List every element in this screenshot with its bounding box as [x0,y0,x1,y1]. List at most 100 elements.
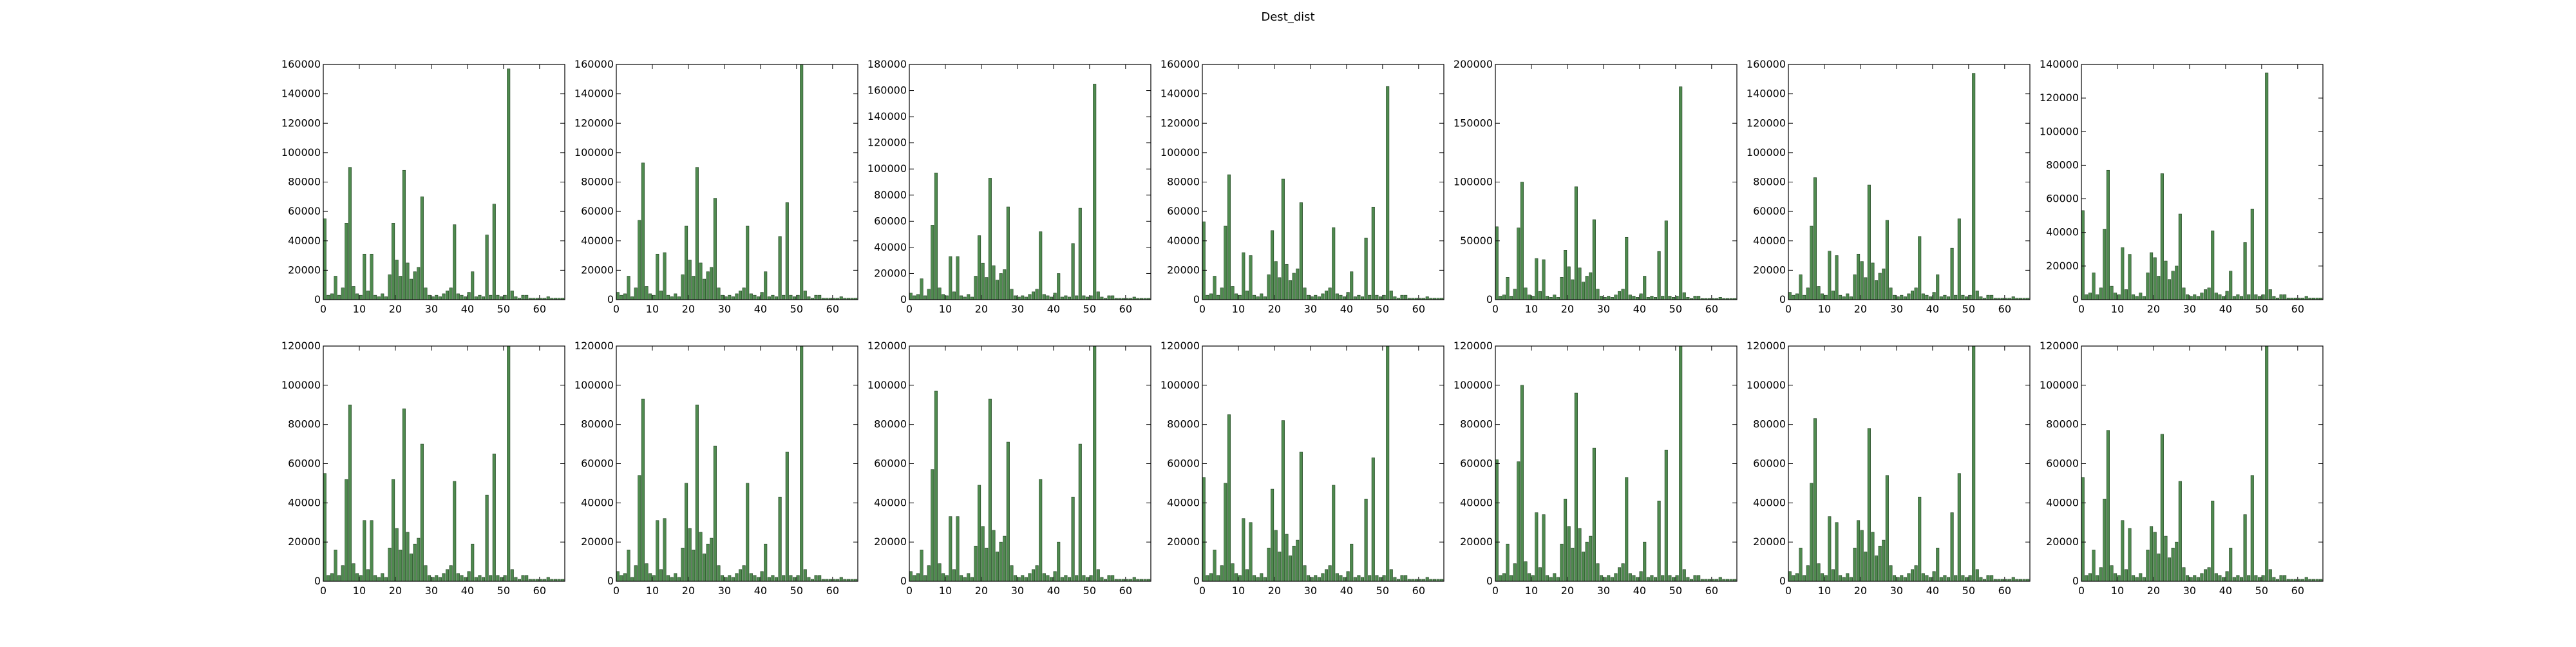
bar [2204,569,2208,582]
x-tick-label: 60 [533,584,546,597]
y-tick-label: 100000 [1160,379,1200,391]
y-tick-label: 20000 [288,536,321,548]
bar [1831,291,1835,300]
bar [1078,443,1082,582]
bar [1524,287,1528,300]
bar [670,296,674,300]
bar [771,575,775,582]
y-tick-label: 140000 [2040,58,2079,70]
bar [909,293,913,300]
bar [1860,261,1864,300]
y-tick-label: 100000 [574,379,614,391]
bar [345,223,348,300]
bar [713,198,717,300]
bar [1799,547,1803,582]
axes-frame [909,345,1151,582]
bar [1307,575,1311,582]
bar [774,296,779,300]
y-tick-label: 140000 [1160,88,1200,100]
bar [1842,577,1846,582]
bar [1339,295,1343,300]
bar [909,571,913,582]
bar [923,295,927,300]
bar [2124,569,2128,582]
bar [1096,569,1100,582]
bar [1256,577,1260,582]
bar [1035,565,1039,582]
bar [485,235,489,300]
bar [341,287,345,300]
y-tick-label: 120000 [281,340,321,352]
bar [2124,289,2128,300]
x-tick-label: 60 [826,584,839,597]
bar [2088,293,2092,300]
bar [927,289,931,300]
bar [1499,575,1502,582]
bar [2164,260,2168,300]
subplot-7: 0 20000 40000 60000 80000 100000 120000 140000 0… [2040,58,2324,315]
y-tick-label: 60000 [2046,193,2079,205]
bar [1968,575,1972,582]
bar [467,571,471,582]
bar [417,537,421,582]
bar [710,267,714,300]
bar [760,292,764,300]
y-tick-label: 120000 [1747,340,1786,352]
bar [978,485,981,582]
bar [1628,573,1632,582]
bar [1585,276,1589,300]
bar [1546,575,1549,582]
x-tick-label: 0 [1492,584,1499,597]
bar [699,262,703,300]
bar [2146,272,2150,300]
bar [2236,575,2240,582]
bar [424,287,428,300]
bar [345,479,348,582]
bar [1835,522,1839,582]
bar [1839,575,1842,582]
bar [2261,294,2265,300]
x-tick-label: 10 [1232,584,1245,597]
bar [327,295,330,300]
bar [514,577,518,582]
x-tick-label: 20 [1268,303,1281,315]
bar [1003,269,1007,300]
bar [818,575,822,582]
bar [1792,575,1795,582]
bar [1364,498,1368,582]
x-tick-label: 20 [1561,303,1574,315]
bar [503,575,507,582]
bar [1263,296,1267,300]
bar [435,295,439,300]
bar [1111,295,1115,300]
bar [445,291,450,300]
bar [1350,271,1354,300]
bar [334,550,337,582]
y-tick-label: 160000 [1160,58,1200,70]
bar [688,528,692,582]
bar [1542,259,1546,300]
y-tick-label: 60000 [581,458,614,470]
y-tick-label: 40000 [2046,226,2079,238]
x-tick-label: 50 [1376,303,1389,315]
bar [728,295,732,300]
bar [1506,277,1510,300]
bar [988,398,992,582]
bar [507,68,511,300]
bar [1271,488,1274,582]
bar [428,575,431,582]
bar [2110,565,2114,582]
y-tick-label: 120000 [574,340,614,352]
x-tick-label: 30 [1597,584,1610,597]
x-tick-label: 50 [790,584,803,597]
y-tick-label: 160000 [281,58,321,70]
bar [1875,280,1879,300]
y-tick-label: 20000 [581,264,614,276]
bar [1231,563,1235,582]
bar [767,296,771,300]
bar [510,569,514,582]
x-tick-label: 20 [975,584,988,597]
bar [2139,293,2143,300]
bar [1792,295,1795,300]
bar [1235,293,1238,300]
